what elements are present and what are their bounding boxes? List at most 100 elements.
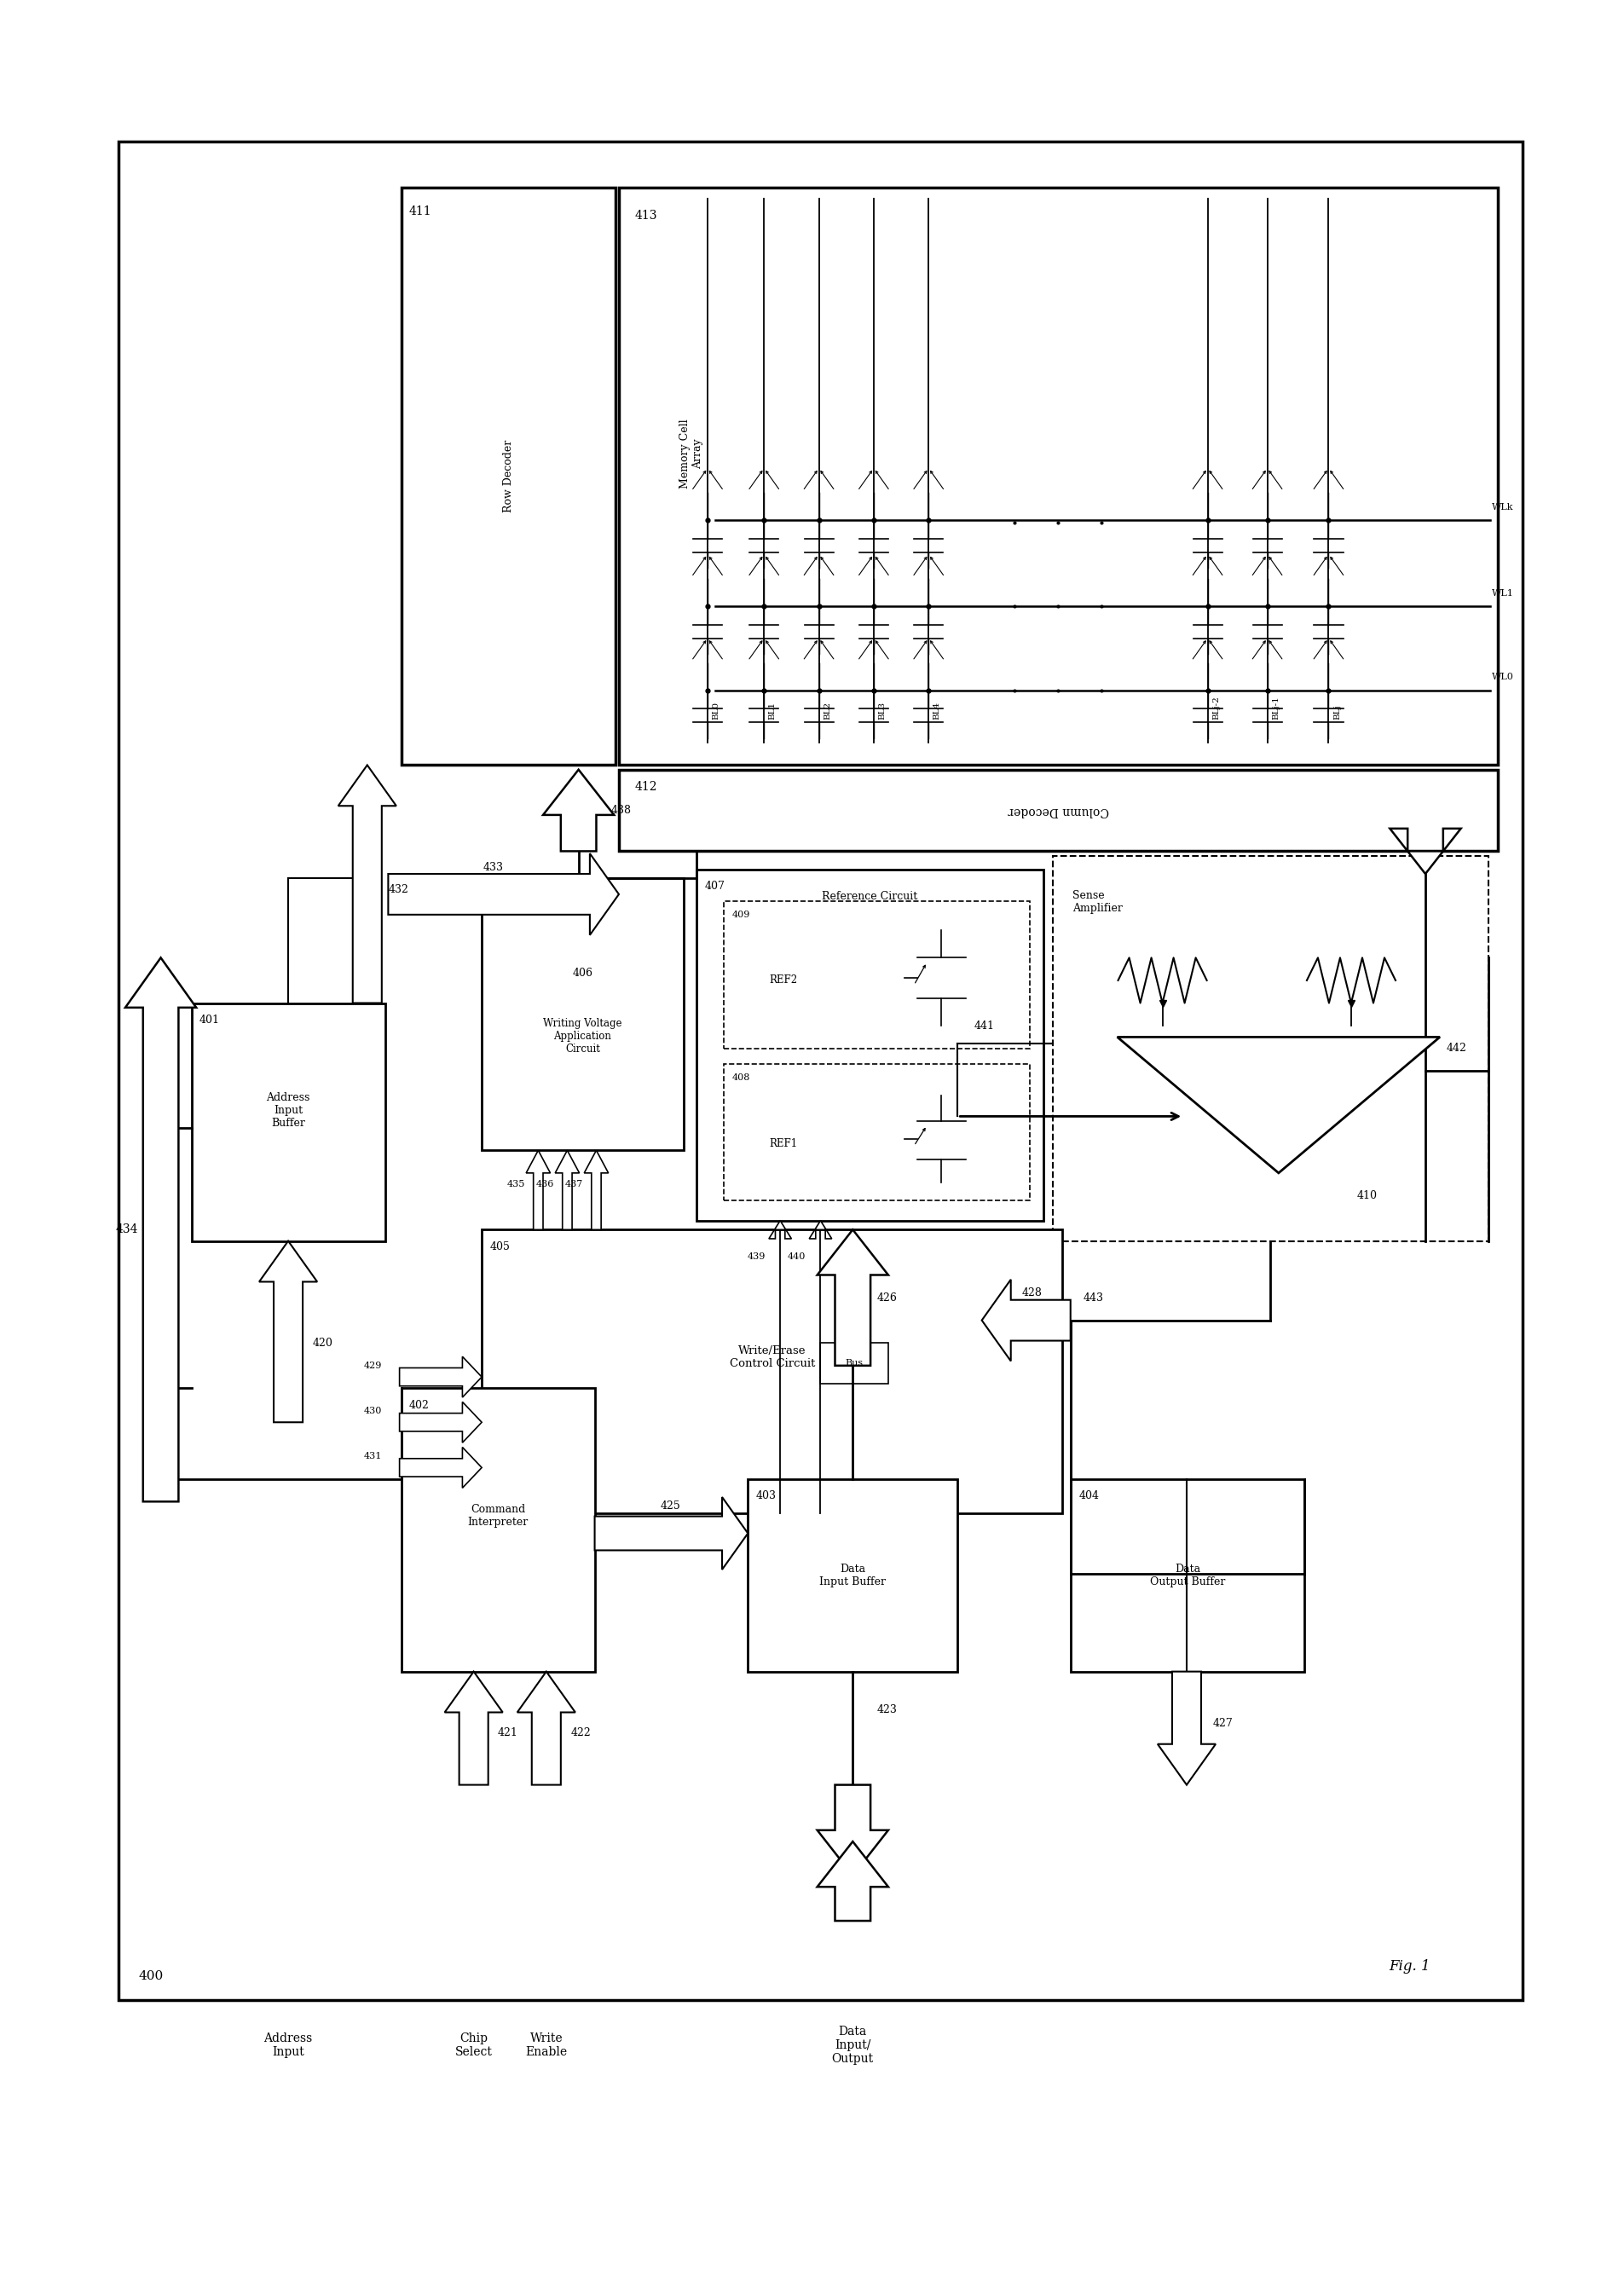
- Text: 413: 413: [635, 210, 658, 221]
- Text: 436: 436: [536, 1180, 554, 1189]
- Text: REF2: REF2: [768, 975, 797, 986]
- Text: REF1: REF1: [768, 1139, 797, 1148]
- Text: BLj-1: BLj-1: [1272, 697, 1280, 720]
- Text: 404: 404: [1078, 1490, 1098, 1501]
- Text: 431: 431: [364, 1451, 382, 1460]
- Text: 426: 426: [877, 1292, 896, 1303]
- Text: 406: 406: [572, 968, 593, 980]
- Text: BL0: BL0: [711, 702, 719, 720]
- Text: WL0: WL0: [1491, 672, 1514, 681]
- Text: 422: 422: [570, 1727, 591, 1738]
- Polygon shape: [516, 1672, 575, 1786]
- Polygon shape: [594, 1497, 747, 1570]
- Text: Address
Input
Buffer: Address Input Buffer: [266, 1091, 310, 1128]
- Text: 409: 409: [731, 911, 750, 918]
- Text: WLk: WLk: [1491, 503, 1512, 510]
- Polygon shape: [125, 957, 197, 1501]
- Bar: [619, 187, 1497, 765]
- Text: Column Decoder: Column Decoder: [1007, 804, 1109, 816]
- Polygon shape: [1389, 829, 1460, 875]
- Text: 407: 407: [703, 882, 724, 891]
- Text: 428: 428: [1021, 1287, 1041, 1298]
- Polygon shape: [817, 1786, 888, 1875]
- Text: 401: 401: [200, 1014, 219, 1025]
- Text: 434: 434: [115, 1223, 138, 1235]
- Text: 442: 442: [1445, 1043, 1466, 1055]
- Text: 400: 400: [138, 1970, 162, 1982]
- Text: Writing Voltage
Application
Circuit: Writing Voltage Application Circuit: [542, 1018, 622, 1055]
- Text: 437: 437: [565, 1180, 583, 1189]
- Text: BLj-2: BLj-2: [1212, 697, 1220, 720]
- Text: Fig. 1: Fig. 1: [1389, 1959, 1429, 1973]
- Text: Write/Erase
Control Circuit: Write/Erase Control Circuit: [729, 1346, 815, 1369]
- Text: BLj: BLj: [1333, 704, 1340, 720]
- Text: Data
Input Buffer: Data Input Buffer: [818, 1563, 885, 1588]
- Text: 425: 425: [659, 1501, 680, 1513]
- Text: 405: 405: [489, 1242, 510, 1253]
- Text: 423: 423: [877, 1704, 896, 1715]
- Text: 410: 410: [1356, 1189, 1377, 1201]
- Text: Reference Circuit: Reference Circuit: [822, 891, 918, 902]
- Text: 435: 435: [507, 1180, 525, 1189]
- Text: Write
Enable: Write Enable: [525, 2032, 567, 2059]
- Text: Data
Input/
Output: Data Input/ Output: [831, 2025, 874, 2066]
- Text: 408: 408: [731, 1073, 750, 1082]
- Text: Chip
Select: Chip Select: [455, 2032, 492, 2059]
- Bar: [723, 1064, 1030, 1201]
- Text: BL4: BL4: [932, 702, 940, 720]
- Bar: [820, 1344, 888, 1383]
- Text: Memory Cell
Array: Memory Cell Array: [679, 419, 703, 487]
- Polygon shape: [388, 854, 619, 934]
- Bar: [119, 141, 1522, 2000]
- Text: 420: 420: [312, 1337, 333, 1349]
- Bar: [481, 1230, 1062, 1513]
- Polygon shape: [526, 1150, 551, 1230]
- Text: Command
Interpreter: Command Interpreter: [468, 1503, 528, 1529]
- Polygon shape: [809, 1221, 831, 1239]
- Text: Sense
Amplifier: Sense Amplifier: [1072, 891, 1122, 913]
- Text: BL1: BL1: [768, 702, 776, 720]
- Bar: [747, 1478, 957, 1672]
- Text: 430: 430: [364, 1408, 382, 1415]
- Text: 429: 429: [364, 1362, 382, 1369]
- Text: 439: 439: [747, 1253, 765, 1262]
- Bar: [723, 902, 1030, 1048]
- Bar: [1070, 1478, 1304, 1672]
- Bar: [619, 770, 1497, 852]
- Text: 432: 432: [388, 884, 408, 895]
- Text: Bus: Bus: [844, 1360, 862, 1367]
- Text: 440: 440: [788, 1253, 806, 1262]
- Text: 441: 441: [973, 1021, 994, 1032]
- Polygon shape: [400, 1401, 481, 1442]
- Polygon shape: [338, 765, 396, 1002]
- Polygon shape: [1117, 1036, 1439, 1173]
- Text: BL2: BL2: [823, 702, 831, 720]
- Text: 412: 412: [635, 781, 658, 793]
- Text: Data
Output Buffer: Data Output Buffer: [1150, 1563, 1224, 1588]
- Bar: [192, 1002, 385, 1242]
- Polygon shape: [400, 1358, 481, 1396]
- Polygon shape: [585, 1150, 607, 1230]
- Text: 403: 403: [755, 1490, 776, 1501]
- Polygon shape: [817, 1841, 888, 1920]
- Polygon shape: [400, 1447, 481, 1488]
- Polygon shape: [542, 770, 614, 852]
- Bar: [401, 1387, 594, 1672]
- Text: 438: 438: [611, 804, 632, 816]
- Text: 402: 402: [409, 1399, 429, 1410]
- Polygon shape: [258, 1242, 317, 1421]
- Bar: [1052, 857, 1488, 1242]
- Polygon shape: [445, 1672, 502, 1786]
- Text: 443: 443: [1083, 1292, 1103, 1303]
- Text: 411: 411: [409, 205, 432, 216]
- Polygon shape: [1156, 1672, 1215, 1786]
- Bar: [481, 879, 684, 1150]
- Text: Row Decoder: Row Decoder: [502, 440, 513, 513]
- Polygon shape: [817, 1230, 888, 1365]
- Text: Address
Input: Address Input: [263, 2032, 312, 2059]
- Text: 433: 433: [482, 861, 503, 872]
- Text: 427: 427: [1212, 1718, 1233, 1729]
- Text: 421: 421: [497, 1727, 518, 1738]
- Bar: [697, 870, 1043, 1221]
- Polygon shape: [555, 1150, 580, 1230]
